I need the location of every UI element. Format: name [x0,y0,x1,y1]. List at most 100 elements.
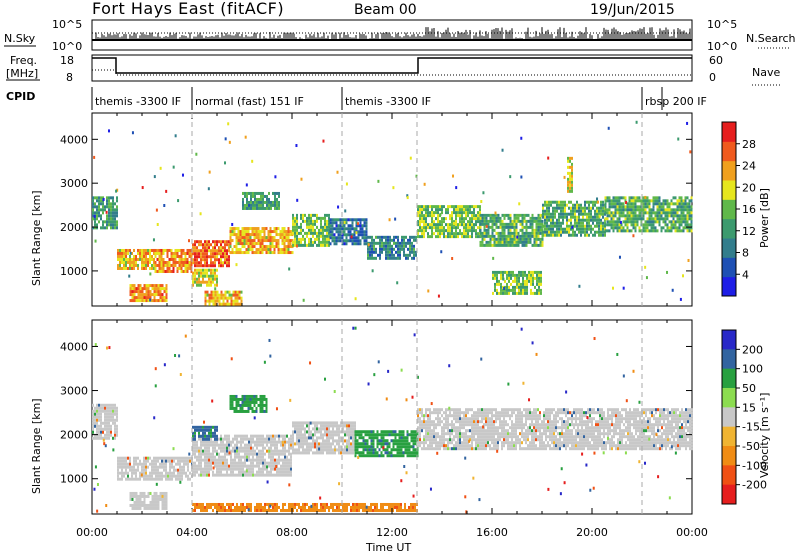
velocity-cell [324,433,326,437]
power-cell [276,197,278,201]
power-cell [618,202,621,206]
power-cell [440,250,443,254]
power-cell [558,230,560,234]
velocity-cell [116,433,118,437]
velocity-cell [354,445,357,449]
velocity-cell [183,465,185,469]
velocity-cell [108,430,110,434]
velocity-cell [110,430,112,434]
power-cell [415,238,417,242]
power-cell [636,196,639,200]
power-cell [530,291,532,295]
power-cell [519,234,522,238]
power-cell [196,283,198,287]
velocity-cell [334,433,336,437]
power-cell [624,196,627,200]
power-cell [269,230,272,234]
power-cell [571,165,573,169]
power-cell [547,156,550,160]
power-cell [485,213,488,217]
power-cell [394,217,397,221]
power-cell [567,165,569,169]
velocity-cell [378,448,381,452]
power-cell [143,260,145,264]
power-cell [516,279,518,283]
power-cell [381,238,383,242]
power-cell [149,293,152,297]
power-cell [204,271,206,275]
power-cell [626,205,629,209]
velocity-cell [161,462,163,466]
power-cell [578,203,580,207]
power-cell [630,208,633,212]
power-cell [162,248,165,252]
power-cell [483,243,486,247]
power-cell [162,257,165,261]
power-cell [505,213,508,217]
velocity-cell [252,458,254,462]
velocity-cell [155,459,157,463]
power-cell [461,208,463,212]
power-cell [329,218,332,222]
power-cell [598,227,600,231]
velocity-cell [392,454,395,458]
power-cell [427,208,429,212]
power-cell [245,248,248,252]
power-cell [202,268,204,272]
power-cell [664,220,667,224]
power-cell [331,224,334,228]
velocity-cell [264,440,266,444]
power-cell [216,249,218,253]
velocity-cell [362,430,365,434]
power-cell [439,223,441,227]
velocity-cell [129,477,131,481]
power-cell [469,235,471,239]
velocity-cell [119,459,121,463]
power-cell [353,230,356,234]
power-cell [302,234,304,238]
power-cell [222,246,224,250]
power-cell [479,240,482,244]
power-cell [125,254,127,258]
power-cell [471,223,473,227]
power-cell [399,244,401,248]
power-cell [571,186,573,190]
power-cell [469,223,471,227]
power-cell [469,208,471,212]
power-cell [630,205,633,209]
power-cell [495,231,498,235]
power-cell [141,260,143,264]
power-cell [567,171,569,175]
power-cell [277,248,280,252]
power-cell [676,220,679,224]
power-cell [690,229,693,233]
power-cell [656,205,659,209]
power-cell [680,196,683,200]
power-cell [618,217,621,221]
power-cell [145,260,147,264]
power-cell [172,251,175,255]
velocity-cell [218,452,220,456]
power-cell [638,208,641,212]
velocity-cell [382,454,385,458]
velocity-cell [230,458,232,462]
velocity-cell [398,436,401,440]
power-cell [139,248,141,252]
power-cell [594,215,596,219]
power-cell [453,211,455,215]
velocity-cell [98,406,100,410]
power-cell [686,196,689,200]
power-cell [250,191,252,195]
velocity-cell [196,455,198,459]
power-cell [499,237,502,241]
power-cell [628,205,631,209]
velocity-cell [382,439,385,443]
velocity-cell [324,430,326,434]
power-cell [511,243,514,247]
velocity-cell [348,439,350,443]
velocity-cell [278,434,280,438]
power-cell [112,202,114,206]
velocity-cell [114,418,116,422]
power-cell [676,226,679,230]
velocity-cell [112,421,114,425]
